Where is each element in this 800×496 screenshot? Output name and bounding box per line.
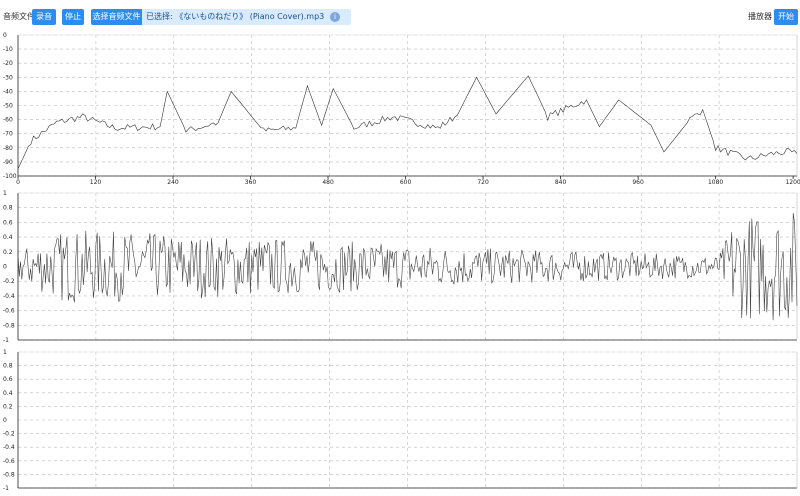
y-tick-label: -30 (3, 74, 13, 81)
y-tick-label: 0.2 (3, 249, 13, 256)
y-tick-label: -0.6 (3, 308, 15, 315)
y-tick-label: 0.4 (3, 234, 13, 241)
x-tick-label: 1200 (785, 179, 800, 186)
y-tick-label: -0.4 (3, 293, 15, 300)
x-tick-label: 120 (90, 179, 102, 186)
y-tick-label: -100 (3, 173, 17, 180)
file-chip: 选择音频文件 已选择: 《ないものねだり》 (Piano Cover).mp3 … (91, 9, 351, 25)
y-tick-label: 0 (3, 32, 7, 39)
spectrum-line (17, 75, 798, 170)
y-tick-label: 1 (3, 190, 7, 197)
start-button[interactable]: 开始 (774, 9, 798, 25)
y-tick-label: -0.4 (3, 444, 15, 451)
x-tick-label: 960 (632, 179, 644, 186)
x-tick-label: 720 (477, 179, 489, 186)
y-tick-label: -80 (3, 145, 13, 152)
y-tick-label: -40 (3, 88, 13, 95)
y-tick-label: 0.8 (3, 205, 13, 212)
y-tick-label: -60 (3, 117, 13, 124)
y-tick-label: -0.2 (3, 431, 15, 438)
selected-file-name: 已选择: 《ないものねだり》 (Piano Cover).mp3 (146, 12, 325, 21)
select-file-button[interactable]: 选择音频文件 (91, 9, 142, 25)
audio-source-label: 音频文件 (3, 12, 35, 21)
x-tick-label: 480 (322, 179, 334, 186)
y-tick-label: 1 (3, 349, 7, 356)
x-tick-label: 240 (167, 179, 179, 186)
info-icon[interactable]: i (330, 12, 340, 22)
toolbar: 音频文件 录音 停止 选择音频文件 已选择: 《ないものねだり》 (Piano … (0, 0, 800, 30)
waveform-line (17, 213, 798, 321)
y-tick-label: 0.6 (3, 219, 13, 226)
y-tick-label: -0.6 (3, 458, 15, 465)
y-tick-label: -70 (3, 131, 13, 138)
x-tick-label: 1080 (708, 179, 723, 186)
y-tick-label: -90 (3, 159, 13, 166)
y-tick-label: 0.4 (3, 390, 13, 397)
stop-button[interactable]: 停止 (62, 9, 84, 25)
y-tick-label: -0.8 (3, 471, 15, 478)
y-tick-label: -0.8 (3, 322, 15, 329)
record-button[interactable]: 录音 (32, 9, 56, 25)
x-tick-label: 0 (16, 179, 20, 186)
y-tick-label: 0.8 (3, 363, 13, 370)
y-tick-label: 0 (3, 264, 7, 271)
y-tick-label: 0.6 (3, 376, 13, 383)
x-tick-label: 360 (245, 179, 257, 186)
x-tick-label: 600 (400, 179, 412, 186)
y-tick-label: -20 (3, 60, 13, 67)
player-mode-label: 播放器 (748, 12, 772, 21)
y-tick-label: -0.2 (3, 278, 15, 285)
x-tick-label: 840 (555, 179, 567, 186)
y-tick-label: 0.2 (3, 403, 13, 410)
y-tick-label: 0 (3, 417, 7, 424)
y-tick-label: -1 (3, 485, 9, 492)
y-tick-label: -1 (3, 337, 9, 344)
y-tick-label: -10 (3, 46, 13, 53)
y-tick-label: -50 (3, 103, 13, 110)
